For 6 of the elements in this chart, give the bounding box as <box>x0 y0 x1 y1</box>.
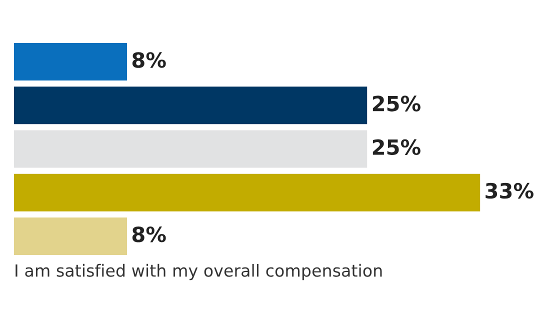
data-label: 25% <box>372 96 420 112</box>
text: I am satisfied with my overall compensation <box>16 264 382 280</box>
data-label: 8% <box>132 52 166 68</box>
data-label: 33% <box>486 182 534 199</box>
data-label: 25% <box>372 139 420 156</box>
data-label: 8% <box>132 226 166 242</box>
